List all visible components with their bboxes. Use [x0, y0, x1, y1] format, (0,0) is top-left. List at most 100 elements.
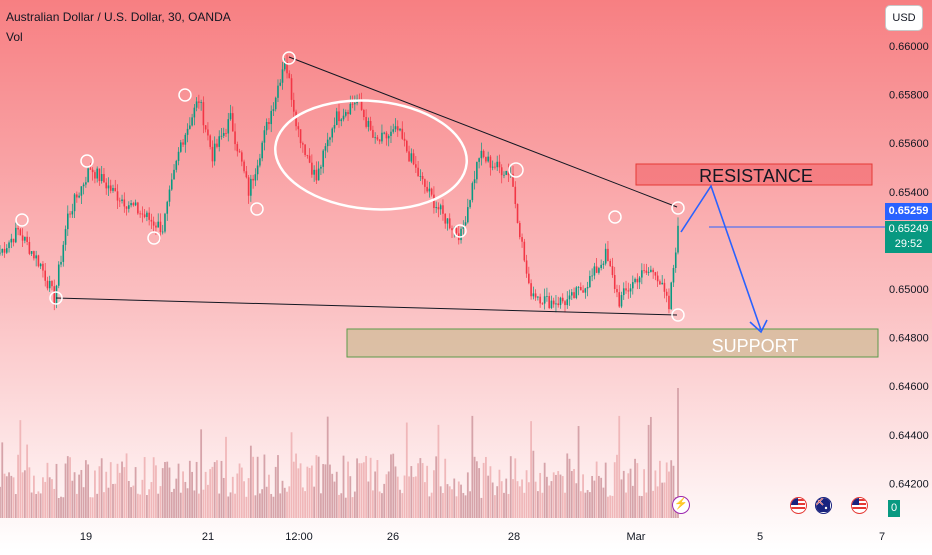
projection-arrow[interactable]	[680, 184, 762, 331]
candle	[114, 188, 117, 192]
candle	[73, 194, 76, 212]
volume-bar	[14, 494, 17, 518]
candle	[125, 206, 128, 209]
chart-title: Australian Dollar / U.S. Dollar, 30, OAN…	[6, 10, 231, 24]
consolidation-ellipse[interactable]	[271, 93, 472, 217]
volume-bar	[347, 461, 349, 518]
lower-trendline[interactable]	[55, 297, 678, 316]
volume-bar	[412, 476, 415, 518]
volume-bar	[71, 480, 74, 518]
volume-bar	[607, 496, 609, 518]
volume-bar	[159, 486, 162, 518]
volume-bar	[358, 463, 361, 518]
candle	[317, 168, 320, 181]
candle	[85, 182, 87, 185]
candle	[39, 263, 42, 267]
upper-trendline[interactable]	[288, 56, 678, 208]
candle	[247, 177, 250, 196]
volume-bar	[360, 463, 363, 518]
volume-bar	[582, 474, 584, 518]
x-tick-label: 26	[387, 531, 399, 543]
volume-bar	[448, 486, 451, 518]
candle	[265, 121, 268, 131]
volume-bar	[625, 492, 627, 518]
volume-bar	[157, 493, 160, 518]
volume-bar	[652, 490, 655, 518]
volume-bar	[344, 497, 347, 518]
volume-bar	[462, 492, 465, 518]
lightning-bolt-icon[interactable]: ⚡	[672, 496, 690, 514]
candle	[211, 146, 214, 162]
volume-bar	[376, 460, 379, 518]
us-flag-icon[interactable]	[790, 497, 807, 514]
candle	[378, 139, 381, 142]
volume-bar	[338, 494, 340, 518]
volume-bar	[112, 483, 114, 518]
candle	[329, 137, 331, 140]
resistance-zone[interactable]	[635, 163, 873, 186]
volume-bar	[496, 486, 499, 518]
volume-bar	[209, 469, 212, 518]
candle	[652, 269, 654, 273]
candle	[607, 248, 609, 261]
candle	[3, 248, 6, 253]
volume-bar	[234, 493, 236, 518]
support-zone[interactable]	[346, 328, 879, 358]
candle	[618, 292, 621, 307]
volume-bar	[527, 482, 530, 518]
volume-bar	[645, 492, 648, 518]
volume-bar	[116, 463, 119, 518]
candle	[55, 285, 58, 305]
candle	[78, 195, 80, 198]
candle	[415, 164, 417, 168]
volume-bar	[649, 416, 652, 518]
candle	[677, 225, 679, 253]
candle	[543, 296, 546, 304]
candle	[421, 175, 424, 180]
volume-bar	[150, 482, 153, 518]
candle	[164, 213, 166, 232]
currency-button[interactable]: USD	[885, 5, 923, 31]
volume-bar	[281, 480, 284, 518]
volume-bar	[331, 473, 334, 518]
candle	[189, 125, 191, 129]
volume-bar	[442, 493, 444, 518]
candle	[80, 186, 83, 196]
candle	[394, 126, 397, 130]
candle	[537, 296, 539, 298]
volume-bar	[55, 463, 58, 518]
volume-bar	[175, 478, 178, 518]
volume-bar	[640, 496, 643, 518]
us-flag-icon[interactable]	[851, 497, 868, 514]
volume-bar	[256, 456, 259, 518]
candle	[647, 271, 650, 273]
candle	[674, 252, 677, 268]
candle	[53, 286, 56, 305]
volume-bar	[100, 458, 103, 518]
volume-bar	[268, 474, 270, 518]
volume-bar	[39, 493, 42, 518]
candle	[241, 152, 243, 162]
volume-bar	[148, 489, 151, 518]
candle	[482, 150, 485, 157]
volume-bar	[426, 465, 429, 518]
candle	[494, 166, 496, 168]
candle	[548, 296, 550, 309]
volume-bar	[60, 496, 62, 518]
candle	[387, 135, 390, 139]
candle	[656, 275, 659, 282]
volume-bar	[306, 466, 309, 518]
candle	[139, 213, 141, 215]
volume-bar	[105, 471, 108, 518]
volume-bar	[421, 463, 424, 518]
candle	[33, 251, 35, 259]
candle	[170, 179, 173, 190]
candle	[105, 182, 108, 189]
volume-bar	[399, 489, 401, 518]
volume-bar	[387, 471, 390, 518]
au-flag-icon[interactable]	[815, 497, 832, 514]
volume-bar	[668, 471, 670, 518]
volume-bar	[96, 493, 99, 518]
